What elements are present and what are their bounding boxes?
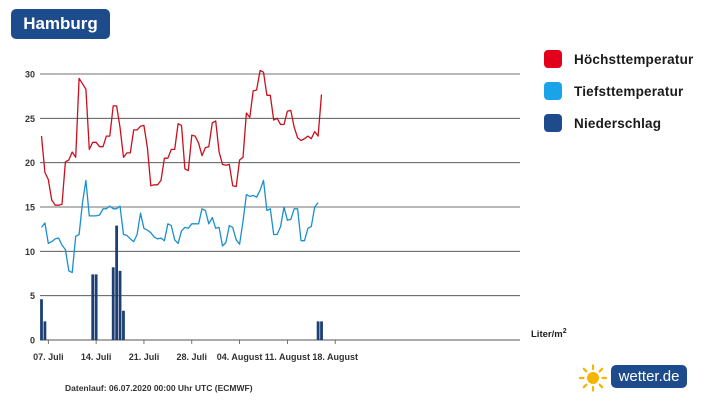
x-tick-label: 28. Juli bbox=[177, 352, 208, 362]
y-tick-label: 30 bbox=[25, 70, 35, 80]
legend-item-high: Höchsttemperatur bbox=[544, 50, 693, 68]
precipitation-bar bbox=[94, 274, 98, 340]
precip-unit-exponent: 2 bbox=[562, 328, 567, 335]
legend-label-low: Tiefsttemperatur bbox=[574, 83, 684, 99]
chart-grid bbox=[40, 73, 520, 341]
precipitation-bar bbox=[91, 274, 95, 340]
precipitation-bar bbox=[115, 225, 119, 340]
chart-legend: Höchsttemperatur Tiefsttemperatur Nieder… bbox=[544, 50, 693, 146]
x-tick-label: 07. Juli bbox=[33, 352, 64, 362]
precipitation-bar bbox=[320, 321, 323, 340]
y-tick-label: 10 bbox=[25, 247, 35, 257]
precipitation-bar bbox=[40, 299, 43, 340]
y-tick-label: 5 bbox=[30, 291, 35, 301]
precipitation-bar bbox=[118, 270, 122, 340]
sun-icon bbox=[578, 364, 608, 392]
legend-item-precip: Niederschlag bbox=[544, 114, 693, 132]
y-axis-ticks: 0 5 10 15 20 25 30 bbox=[25, 70, 35, 346]
x-tick-label: 14. Juli bbox=[81, 352, 112, 362]
x-tick-label: 18. August bbox=[312, 352, 358, 362]
y-tick-label: 15 bbox=[25, 203, 35, 213]
brand-logo[interactable]: wetter.de bbox=[578, 364, 690, 392]
precipitation-bar bbox=[122, 310, 125, 340]
legend-item-low: Tiefsttemperatur bbox=[544, 82, 693, 100]
x-axis-ticks: 07. Juli 14. Juli 21. Juli 28. Juli 04. Augu… bbox=[33, 340, 358, 362]
data-run-note: Datenlauf: 06.07.2020 00:00 Uhr UTC (ECM… bbox=[65, 383, 253, 393]
precip-unit-base: Liter/m bbox=[531, 329, 563, 341]
temperature-lines bbox=[40, 69, 323, 274]
precipitation-bar bbox=[316, 321, 320, 340]
brand-name: wetter.de bbox=[611, 365, 687, 388]
y-tick-label: 20 bbox=[25, 158, 35, 168]
precip-unit-label: Liter/m2 bbox=[531, 328, 567, 340]
precipitation-bar bbox=[43, 321, 47, 340]
legend-swatch-high bbox=[544, 50, 562, 68]
x-tick-label: 04. August bbox=[217, 352, 263, 362]
city-title-badge: Hamburg bbox=[11, 9, 110, 39]
legend-swatch-precip bbox=[544, 114, 562, 132]
precipitation-bars bbox=[40, 225, 323, 340]
y-tick-label: 25 bbox=[25, 114, 35, 124]
high-temperature-line bbox=[40, 69, 323, 206]
x-tick-label: 11. August bbox=[265, 352, 310, 362]
low-temperature-line bbox=[40, 179, 319, 274]
precipitation-bar bbox=[111, 267, 115, 340]
x-tick-label: 21. Juli bbox=[129, 352, 160, 362]
legend-label-high: Höchsttemperatur bbox=[574, 51, 694, 67]
legend-label-precip: Niederschlag bbox=[574, 115, 662, 131]
legend-swatch-low bbox=[544, 82, 562, 100]
y-tick-label: 0 bbox=[30, 336, 35, 346]
